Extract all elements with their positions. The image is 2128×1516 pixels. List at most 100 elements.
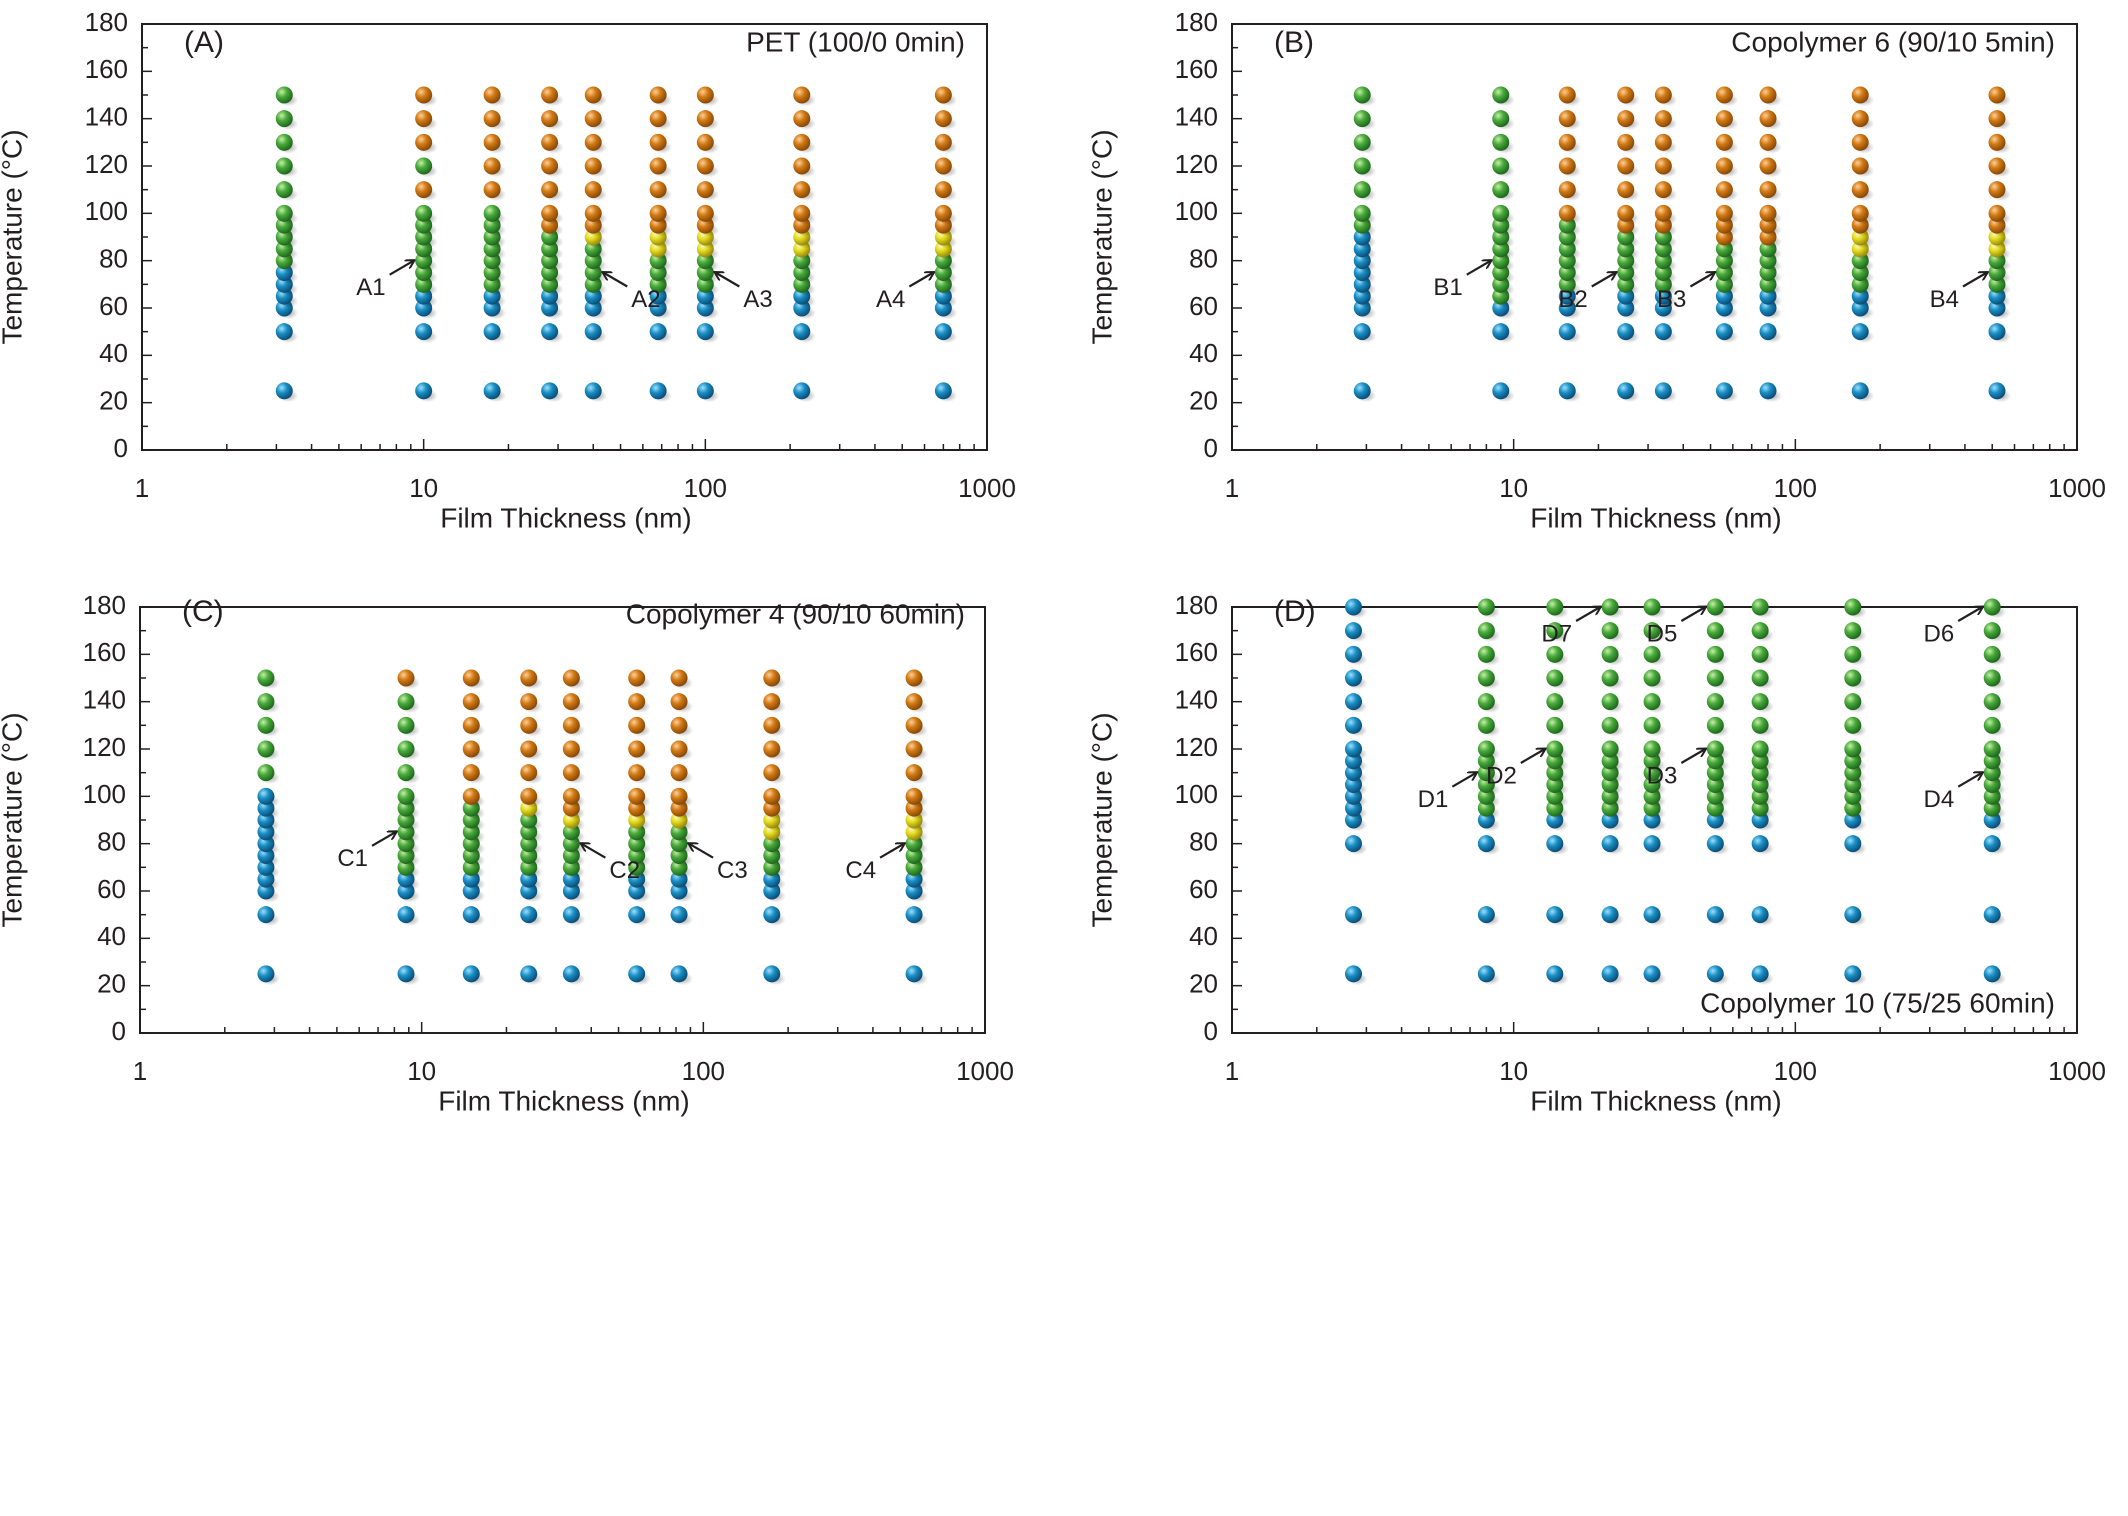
data-point [793,323,811,341]
data-point [483,382,501,400]
data-point [462,906,480,924]
panel-label: (B) [1274,26,1314,59]
data-point [1759,110,1777,128]
data-point [628,716,646,734]
data-point [1654,86,1672,104]
axis-ticks [139,606,986,1034]
data-point [1617,157,1635,175]
annotation-label: B4 [1930,286,1959,313]
data-point [1715,323,1733,341]
annotation-label: C2 [609,857,640,884]
x-tick-label: 10 [1499,473,1528,503]
data-point [1558,204,1576,222]
data-point [763,669,781,687]
y-tick-label: 20 [1189,386,1218,416]
panel-a: (A) PET (100/0 0min) Film Thickness (nm)… [0,7,1016,534]
data-point [1851,382,1869,400]
data-point [1851,323,1869,341]
y-tick-label: 0 [1204,1016,1218,1046]
data-point [1643,645,1661,663]
data-point [1988,110,2006,128]
data-point [1844,740,1862,758]
data-point [1706,645,1724,663]
data-point [670,965,688,983]
data-point [1654,382,1672,400]
data-point [1751,669,1769,687]
chart-title: PET (100/0 0min) [746,26,965,57]
data-point [1617,382,1635,400]
data-point [1851,157,1869,175]
data-point [1492,204,1510,222]
data-point [1706,906,1724,924]
x-tick-label: 100 [684,473,727,503]
data-point [1706,598,1724,616]
annotation-arrow [1591,273,1616,288]
x-axis-label: Film Thickness (nm) [1530,502,1782,533]
data-point [793,382,811,400]
data-point [1477,622,1495,640]
data-point [934,181,952,199]
x-axis-label: Film Thickness (nm) [1530,1085,1782,1116]
data-point [1546,965,1564,983]
data-point [905,716,923,734]
annotation-label: A3 [743,286,772,313]
data-point [905,764,923,782]
data-point [415,204,433,222]
data-point [584,323,602,341]
data-point [1477,645,1495,663]
chart-title: Copolymer 6 (90/10 5min) [1731,26,2055,57]
data-point [462,693,480,711]
data-point [1643,669,1661,687]
y-tick-label: 100 [85,196,128,226]
data-point [649,382,667,400]
data-point [1715,382,1733,400]
x-tick-label: 1000 [956,1056,1014,1086]
data-point [520,669,538,687]
data-point [1601,669,1619,687]
data-point [541,86,559,104]
data-point [397,693,415,711]
y-tick-label: 180 [1175,590,1218,620]
data-point [1751,622,1769,640]
data-point [562,965,580,983]
data-point [1983,965,2001,983]
data-point [670,906,688,924]
y-axis-label: Temperature (°C) [0,129,27,344]
y-tick-label: 160 [83,637,126,667]
chart-title: Copolymer 4 (90/10 60min) [626,598,965,629]
data-point [1654,204,1672,222]
data-point [1844,693,1862,711]
data-point [763,693,781,711]
data-point [1601,965,1619,983]
data-points [1345,598,2007,986]
annotation-label: A2 [631,286,660,313]
x-tick-label: 1 [133,1056,147,1086]
data-point [1546,645,1564,663]
data-point [1558,323,1576,341]
y-axis-label: Temperature (°C) [1086,712,1117,927]
data-point [541,181,559,199]
data-point [1345,645,1363,663]
data-points [1353,86,2012,403]
data-point [275,157,293,175]
data-point [1353,382,1371,400]
data-point [649,181,667,199]
y-tick-label: 140 [1175,685,1218,715]
annotation-label: C4 [845,857,876,884]
annotation-arrow [1466,261,1491,276]
data-point [793,86,811,104]
data-point [649,204,667,222]
data-point [1643,740,1661,758]
data-point [1844,645,1862,663]
data-point [1844,906,1862,924]
data-point [1988,133,2006,151]
y-tick-label: 20 [1189,969,1218,999]
data-point [1617,110,1635,128]
data-point [397,965,415,983]
y-tick-label: 60 [1189,874,1218,904]
data-point [1715,133,1733,151]
data-point [696,181,714,199]
data-point [520,740,538,758]
y-tick-label: 120 [85,149,128,179]
data-point [1988,181,2006,199]
